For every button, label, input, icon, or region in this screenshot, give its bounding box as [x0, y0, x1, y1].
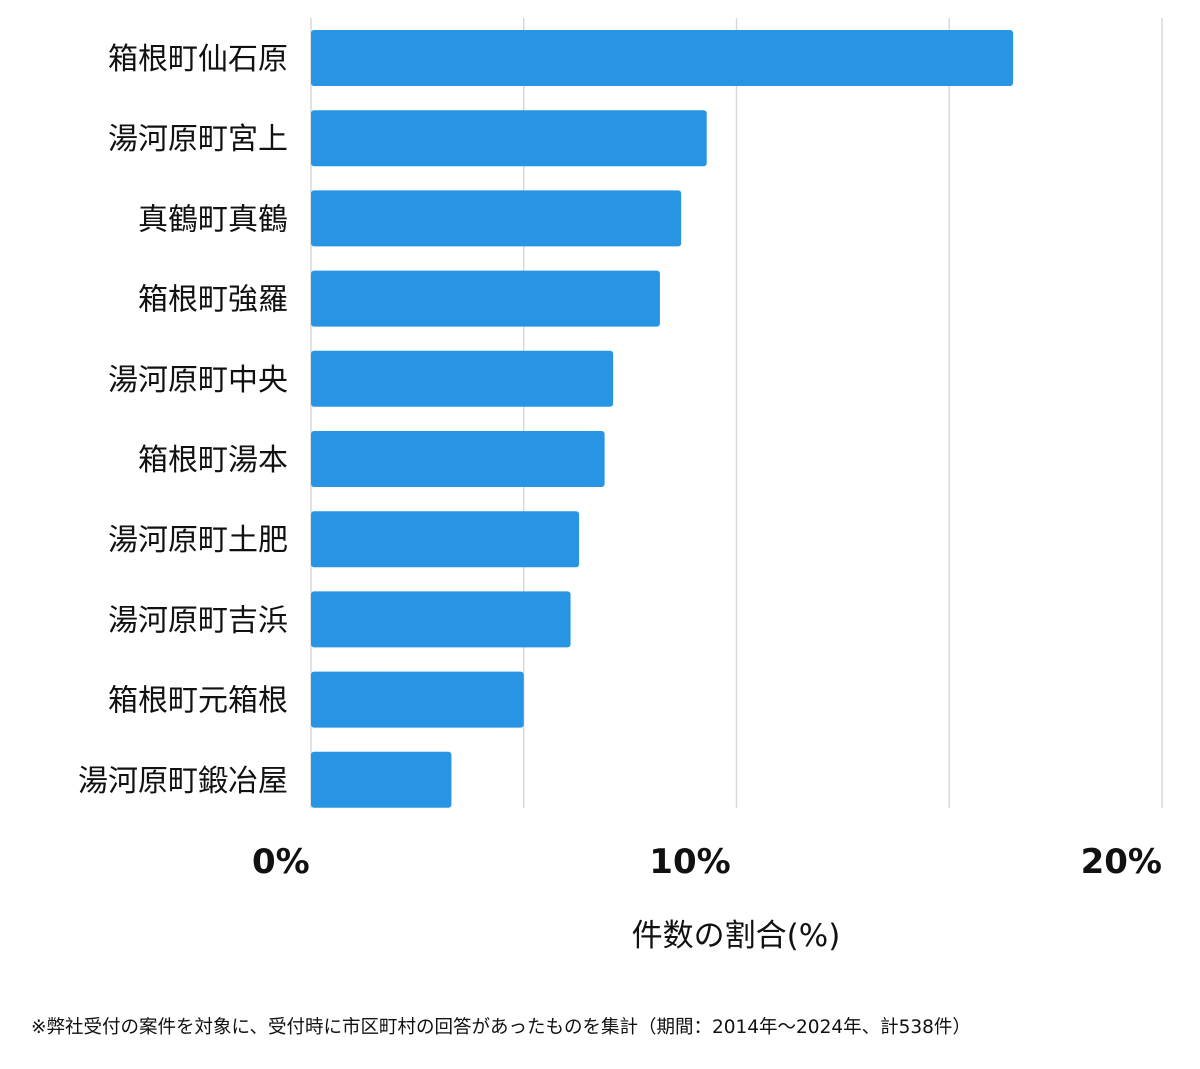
bars	[311, 30, 1014, 808]
bar	[311, 190, 682, 247]
category-label: 箱根町強羅	[138, 283, 288, 318]
bar	[311, 431, 605, 487]
bar	[311, 591, 571, 648]
bar	[311, 110, 707, 167]
bar	[311, 30, 1014, 86]
category-label: 箱根町元箱根	[108, 684, 288, 719]
category-label: 湯河原町鍛冶屋	[78, 764, 288, 799]
bar	[311, 511, 580, 568]
category-label: 湯河原町中央	[108, 363, 288, 398]
x-tick-labels: 0% 10% 20%	[252, 842, 1162, 882]
bar	[311, 270, 660, 327]
category-label: 真鶴町真鶴	[138, 202, 288, 237]
category-label: 箱根町湯本	[138, 443, 288, 478]
footnote: ※弊社受付の案件を対象に、受付時に市区町村の回答があったものを集計（期間：201…	[31, 1017, 971, 1038]
category-labels: 箱根町仙石原湯河原町宮上真鶴町真鶴箱根町強羅湯河原町中央箱根町湯本湯河原町土肥湯…	[78, 42, 288, 799]
x-tick-label: 10%	[649, 842, 730, 882]
category-label: 湯河原町土肥	[108, 523, 288, 558]
bar	[311, 350, 614, 407]
category-label: 湯河原町宮上	[108, 122, 288, 157]
bar	[311, 671, 524, 728]
x-axis-title: 件数の割合(%)	[632, 918, 841, 954]
category-label: 湯河原町吉浜	[108, 603, 288, 638]
category-label: 箱根町仙石原	[108, 42, 288, 77]
x-tick-label: 0%	[252, 842, 310, 882]
x-tick-label: 20%	[1081, 842, 1162, 882]
bar	[311, 751, 452, 808]
